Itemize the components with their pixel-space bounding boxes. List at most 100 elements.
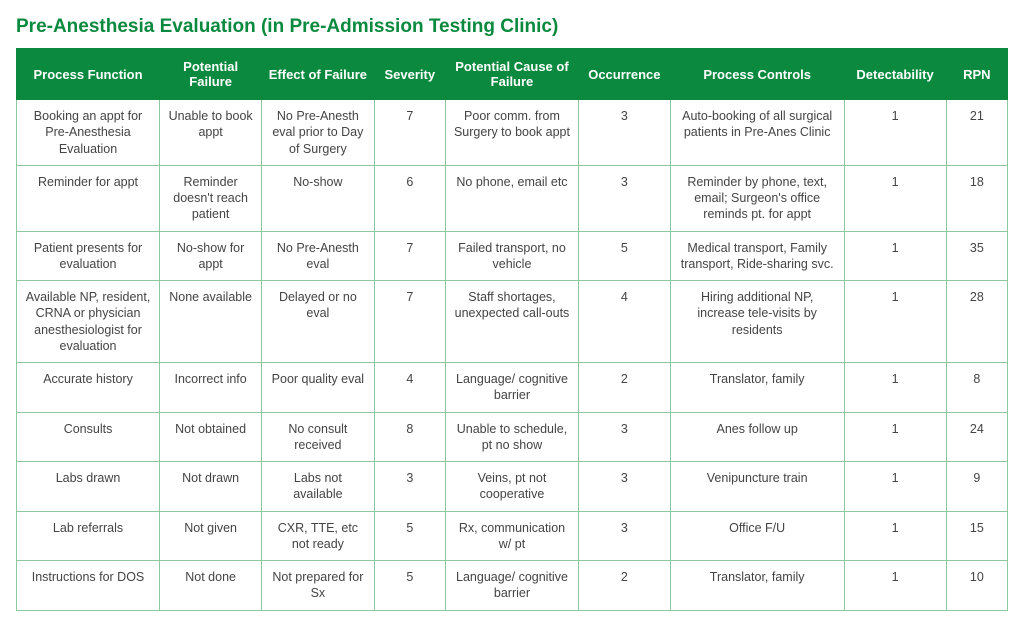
table-cell: No Pre-Anesth eval prior to Day of Surge… (262, 100, 374, 166)
table-cell: Unable to book appt (160, 100, 262, 166)
table-cell: 35 (946, 231, 1007, 281)
table-cell: 1 (844, 100, 946, 166)
table-cell: Staff shortages, unexpected call-outs (446, 281, 579, 363)
col-header: Severity (374, 49, 446, 100)
table-cell: 15 (946, 511, 1007, 561)
table-cell: Patient presents for evaluation (17, 231, 160, 281)
table-cell: Not obtained (160, 412, 262, 462)
table-cell: Veins, pt not cooperative (446, 462, 579, 512)
table-cell: No-show for appt (160, 231, 262, 281)
table-row: Labs drawnNot drawnLabs not available3Ve… (17, 462, 1008, 512)
table-header-row: Process FunctionPotential FailureEffect … (17, 49, 1008, 100)
table-cell: 5 (374, 561, 446, 611)
table-row: Available NP, resident, CRNA or physicia… (17, 281, 1008, 363)
col-header: Process Function (17, 49, 160, 100)
table-cell: 2 (578, 363, 670, 413)
table-row: Booking an appt for Pre-Anesthesia Evalu… (17, 100, 1008, 166)
table-cell: Incorrect info (160, 363, 262, 413)
table-cell: Instructions for DOS (17, 561, 160, 611)
table-cell: 6 (374, 165, 446, 231)
table-cell: 21 (946, 100, 1007, 166)
table-cell: 8 (946, 363, 1007, 413)
table-cell: Lab referrals (17, 511, 160, 561)
table-cell: Language/ cognitive barrier (446, 561, 579, 611)
table-row: Instructions for DOSNot doneNot prepared… (17, 561, 1008, 611)
table-cell: 3 (578, 511, 670, 561)
table-cell: 1 (844, 511, 946, 561)
table-row: ConsultsNot obtainedNo consult received8… (17, 412, 1008, 462)
table-cell: 1 (844, 412, 946, 462)
table-cell: Consults (17, 412, 160, 462)
col-header: Potential Cause of Failure (446, 49, 579, 100)
table-cell: Auto-booking of all surgical patients in… (670, 100, 844, 166)
table-cell: 7 (374, 100, 446, 166)
table-cell: Labs not available (262, 462, 374, 512)
table-cell: Poor quality eval (262, 363, 374, 413)
table-cell: 1 (844, 231, 946, 281)
table-cell: 5 (578, 231, 670, 281)
table-cell: 2 (578, 561, 670, 611)
table-cell: Reminder for appt (17, 165, 160, 231)
table-cell: Reminder by phone, text, email; Surgeon'… (670, 165, 844, 231)
table-cell: No Pre-Anesth eval (262, 231, 374, 281)
table-cell: 1 (844, 363, 946, 413)
table-cell: Available NP, resident, CRNA or physicia… (17, 281, 160, 363)
table-cell: 24 (946, 412, 1007, 462)
table-cell: 18 (946, 165, 1007, 231)
table-cell: Poor comm. from Surgery to book appt (446, 100, 579, 166)
table-cell: Translator, family (670, 561, 844, 611)
table-cell: 4 (578, 281, 670, 363)
fmea-table: Process FunctionPotential FailureEffect … (16, 48, 1008, 611)
col-header: Process Controls (670, 49, 844, 100)
table-cell: Office F/U (670, 511, 844, 561)
table-cell: Reminder doesn't reach patient (160, 165, 262, 231)
page-title: Pre-Anesthesia Evaluation (in Pre-Admiss… (16, 16, 1008, 38)
table-cell: 4 (374, 363, 446, 413)
table-cell: 9 (946, 462, 1007, 512)
table-cell: None available (160, 281, 262, 363)
table-cell: 1 (844, 561, 946, 611)
table-cell: 28 (946, 281, 1007, 363)
table-cell: 1 (844, 165, 946, 231)
table-cell: Medical transport, Family transport, Rid… (670, 231, 844, 281)
table-cell: 3 (578, 100, 670, 166)
table-cell: Anes follow up (670, 412, 844, 462)
table-cell: 5 (374, 511, 446, 561)
table-cell: 3 (578, 165, 670, 231)
table-cell: Not done (160, 561, 262, 611)
table-cell: Language/ cognitive barrier (446, 363, 579, 413)
table-cell: 10 (946, 561, 1007, 611)
table-cell: No-show (262, 165, 374, 231)
table-cell: Translator, family (670, 363, 844, 413)
table-cell: No consult received (262, 412, 374, 462)
table-cell: 8 (374, 412, 446, 462)
col-header: Potential Failure (160, 49, 262, 100)
table-cell: 7 (374, 231, 446, 281)
table-cell: Unable to schedule, pt no show (446, 412, 579, 462)
col-header: Effect of Failure (262, 49, 374, 100)
table-cell: Not prepared for Sx (262, 561, 374, 611)
table-cell: 1 (844, 462, 946, 512)
table-cell: Not given (160, 511, 262, 561)
table-cell: 3 (578, 462, 670, 512)
col-header: Detectability (844, 49, 946, 100)
table-cell: 7 (374, 281, 446, 363)
table-cell: Delayed or no eval (262, 281, 374, 363)
table-row: Reminder for apptReminder doesn't reach … (17, 165, 1008, 231)
table-cell: Booking an appt for Pre-Anesthesia Evalu… (17, 100, 160, 166)
table-row: Accurate historyIncorrect infoPoor quali… (17, 363, 1008, 413)
col-header: Occurrence (578, 49, 670, 100)
table-cell: No phone, email etc (446, 165, 579, 231)
table-cell: 3 (374, 462, 446, 512)
table-cell: Hiring additional NP, increase tele-visi… (670, 281, 844, 363)
table-row: Patient presents for evaluationNo-show f… (17, 231, 1008, 281)
table-cell: CXR, TTE, etc not ready (262, 511, 374, 561)
table-cell: Venipuncture train (670, 462, 844, 512)
col-header: RPN (946, 49, 1007, 100)
table-cell: Rx, communication w/ pt (446, 511, 579, 561)
table-cell: 3 (578, 412, 670, 462)
table-cell: Labs drawn (17, 462, 160, 512)
table-cell: 1 (844, 281, 946, 363)
table-cell: Not drawn (160, 462, 262, 512)
table-cell: Failed transport, no vehicle (446, 231, 579, 281)
